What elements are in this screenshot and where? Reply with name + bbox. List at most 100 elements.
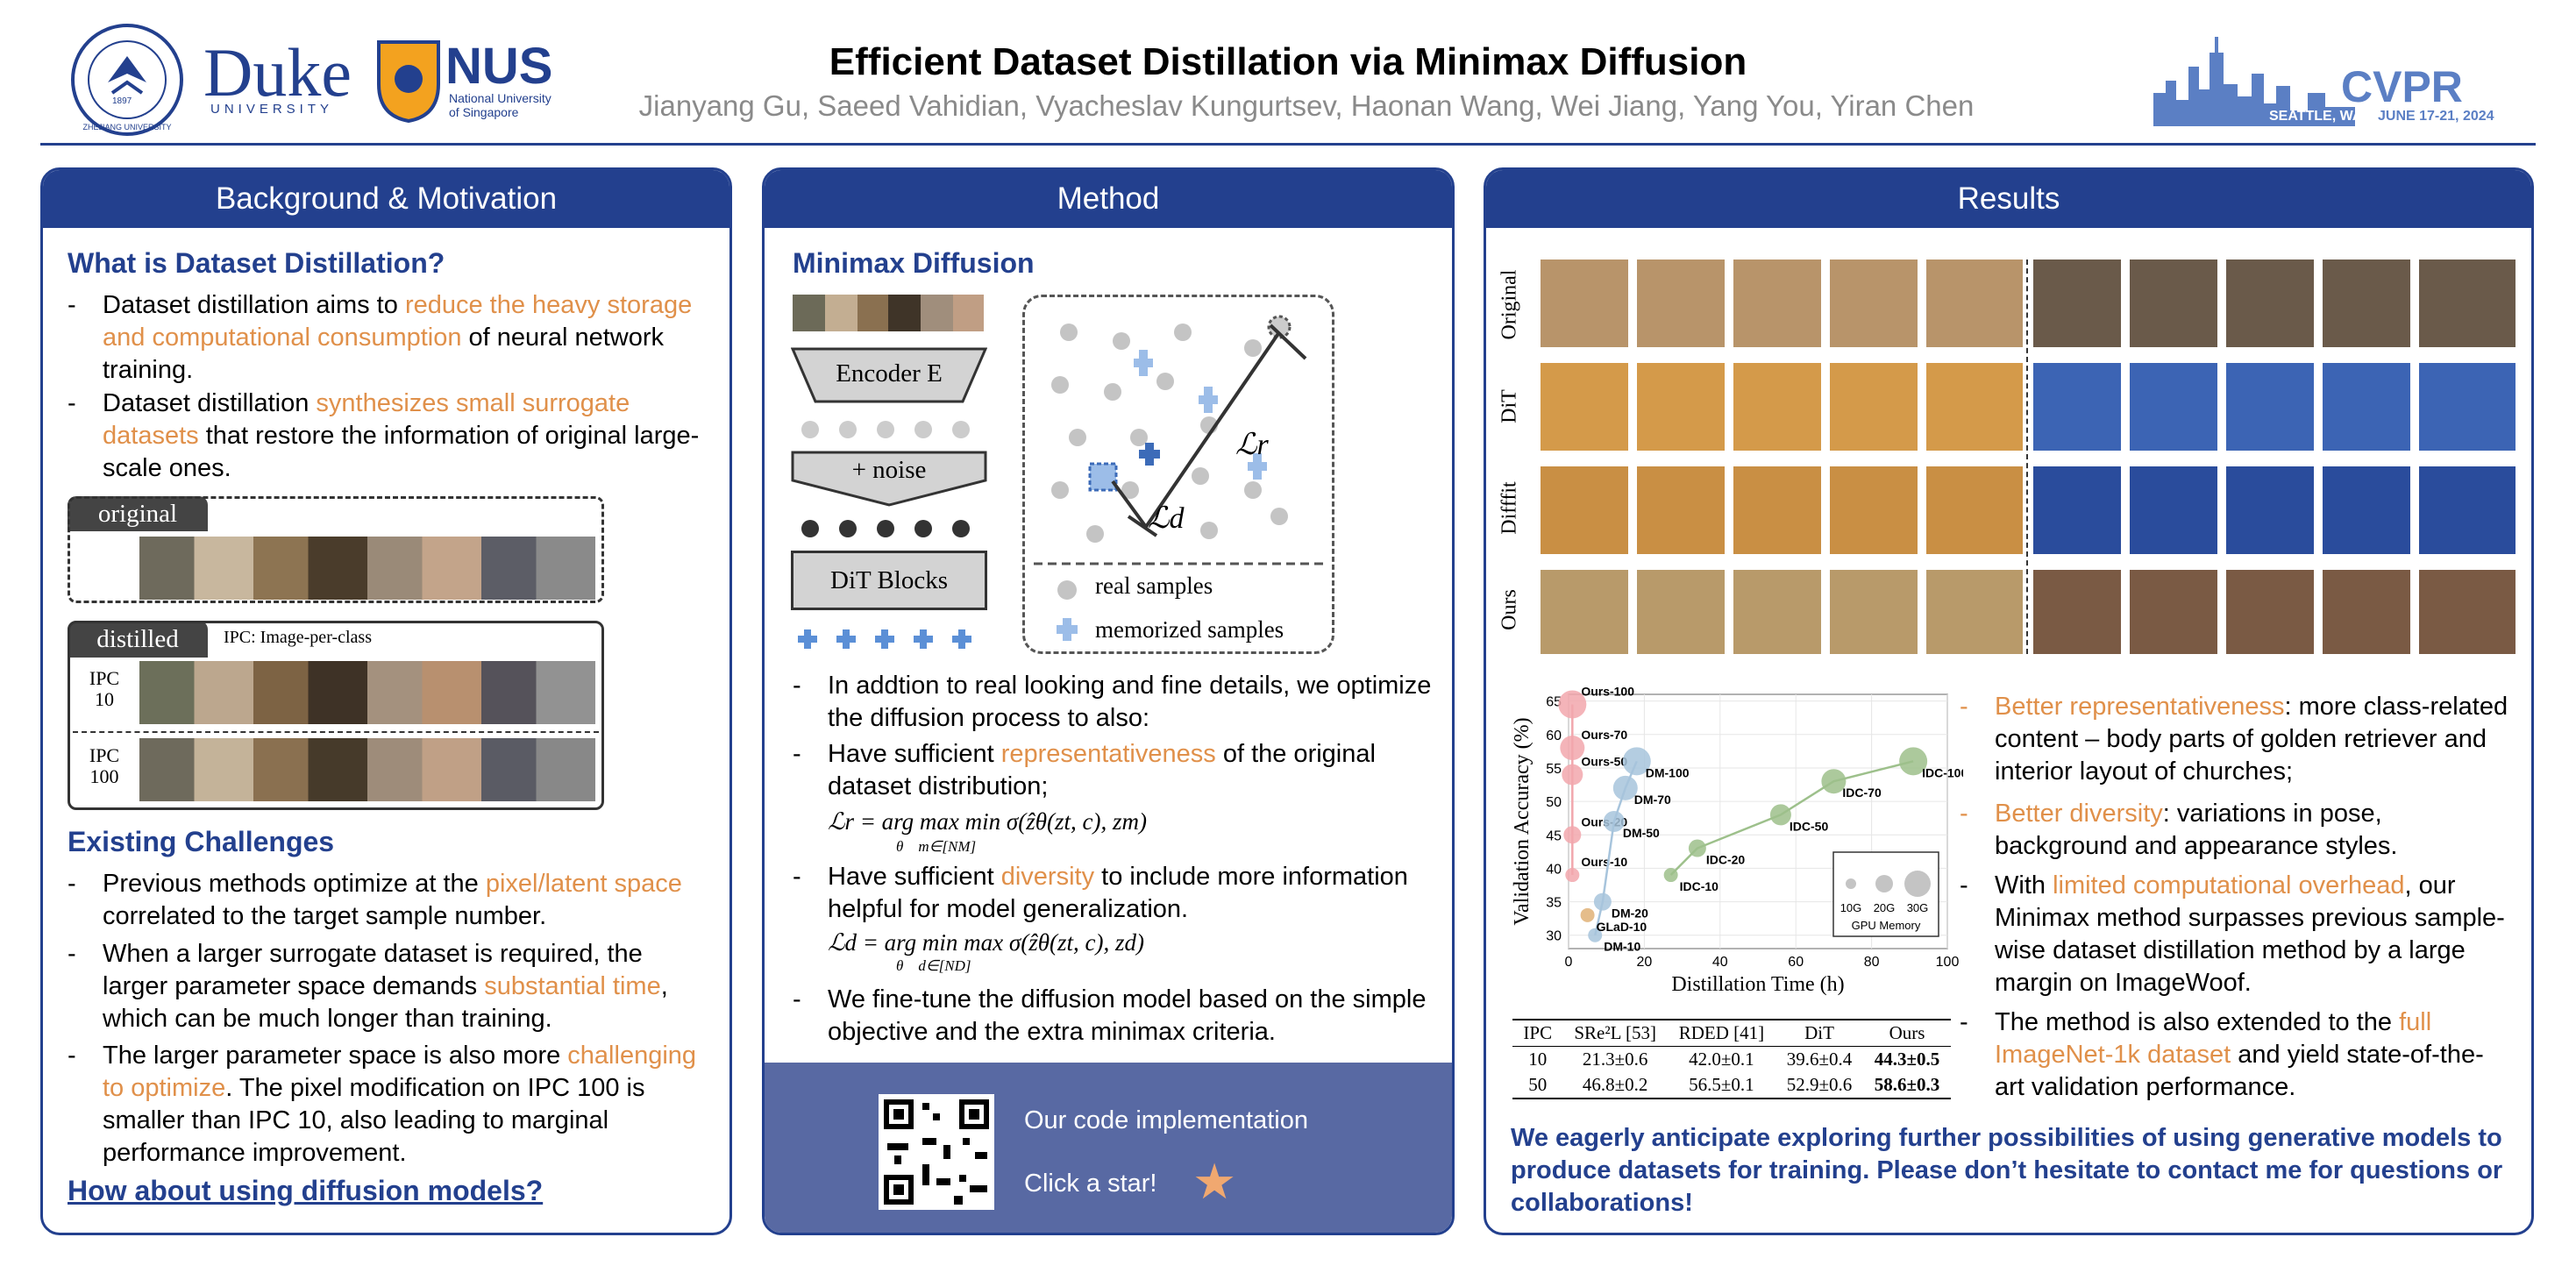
ld-label: ℒd: [1148, 502, 1185, 535]
text: of the original dataset distribution;: [828, 740, 1376, 800]
what-is-title: What is Dataset Distillation?: [68, 247, 445, 279]
th-rded: RDED [41]: [1678, 1022, 1765, 1043]
results-heading: Results: [1486, 170, 2531, 228]
data-label: DM-50: [1623, 826, 1660, 840]
text: The method is also extended to the: [1995, 1008, 2400, 1036]
cell: 44.3±0.5: [1874, 1049, 1940, 1070]
data-point: [1565, 868, 1580, 883]
data-label: Ours-10: [1581, 855, 1627, 869]
zju-logo: 1897 ZHEJIANG UNIVERSITY: [68, 21, 186, 139]
y-tick-label: 40: [1546, 862, 1562, 877]
eq-diversity: ℒd = arg min max σ(ẑθ(zt, c), zd): [828, 929, 1144, 956]
y-tick-label: 50: [1546, 795, 1562, 810]
highlight: challenging to optimize: [103, 1042, 697, 1102]
bullet: -: [793, 672, 801, 700]
bullet: -: [793, 863, 801, 891]
bullet: -: [1960, 693, 1968, 721]
method-panel: Method Minimax Diffusion Encoder E + noi…: [762, 167, 1455, 1235]
legend-title: GPU Memory: [1852, 919, 1921, 932]
cell: 10: [1528, 1049, 1548, 1070]
nus-crest: [377, 40, 440, 124]
cell: 56.5±0.1: [1689, 1074, 1754, 1095]
data-label: DM-20: [1612, 907, 1648, 921]
dit-label: DiT Blocks: [830, 566, 948, 594]
data-point: [1663, 868, 1678, 883]
cvpr-logo: CVPR: [2341, 62, 2463, 111]
noise-label: + noise: [851, 456, 927, 484]
text: to include more information helpful for …: [828, 863, 1408, 923]
data-point: [1622, 747, 1651, 776]
data-label: Ours-100: [1581, 684, 1634, 698]
closing-note: We eagerly anticipate exploring further …: [1511, 1124, 2503, 1217]
text: Dataset distillation aims to: [103, 291, 405, 319]
ipc-divider: [73, 731, 599, 733]
data-label: DM-10: [1604, 940, 1640, 954]
ipc-note: IPC: Image-per-class: [224, 628, 372, 647]
highlight: Better diversity: [1995, 800, 2163, 828]
challenge-2: When a larger surrogate dataset is requi…: [103, 938, 708, 1035]
data-label: IDC-20: [1706, 853, 1746, 867]
nus-sub2: of Singapore: [449, 105, 519, 119]
data-point: [1821, 769, 1847, 794]
cell: 58.6±0.3: [1874, 1074, 1940, 1095]
bullet: -: [793, 740, 801, 768]
x-tick-label: 100: [1936, 955, 1960, 970]
data-point: [1603, 811, 1625, 832]
noisy-dots: [800, 519, 975, 538]
y-tick-label: 30: [1546, 929, 1562, 944]
code-text[interactable]: Our code implementation: [1024, 1106, 1308, 1134]
row-label-original: Original: [1498, 269, 1521, 340]
method-p2: Have sufficient representativeness of th…: [828, 738, 1433, 803]
legend-real: real samples: [1095, 572, 1213, 599]
data-label: IDC-50: [1790, 819, 1829, 833]
data-point: [1562, 764, 1583, 786]
church-image-grid: [2033, 260, 2516, 654]
ipc10-images: [139, 661, 595, 724]
method-p3: Have sufficient diversity to include mor…: [828, 861, 1433, 926]
header-rule: [40, 143, 2536, 146]
method-p1: In addtion to real looking and fine deta…: [828, 672, 1432, 732]
data-label: Ours-70: [1581, 728, 1627, 742]
data-point: [1558, 690, 1587, 719]
qr-code[interactable]: [879, 1094, 994, 1210]
data-label: DM-70: [1634, 793, 1671, 807]
code-footer: [765, 1063, 1452, 1233]
ipc10-label: IPC 10: [78, 668, 131, 710]
highlight: substantial time: [484, 972, 661, 1000]
result-2: Better diversity: variations in pose, ba…: [1995, 798, 2512, 863]
highlight: diversity: [1000, 863, 1095, 891]
poster-title: Efficient Dataset Distillation via Minim…: [829, 40, 1747, 83]
data-point: [1612, 775, 1638, 800]
cvpr-date: JUNE 17-21, 2024: [2378, 109, 2494, 124]
data-label: IDC-70: [1842, 786, 1882, 800]
data-point: [1588, 928, 1603, 942]
highlight: synthesizes small surrogate datasets: [103, 389, 630, 450]
encoder-box: Encoder E: [790, 347, 988, 403]
x-tick-label: 80: [1864, 955, 1880, 970]
star-icon[interactable]: ★: [1192, 1154, 1237, 1209]
diffusion-question: How about using diffusion models?: [68, 1175, 544, 1206]
data-point: [1560, 736, 1585, 761]
data-label: IDC-10: [1680, 879, 1719, 893]
background-panel: Background & Motivation What is Dataset …: [40, 167, 732, 1235]
result-3: With limited computational overhead, our…: [1995, 870, 2512, 999]
data-label: GLaD-10: [1597, 920, 1647, 934]
x-axis-label: Distillation Time (h): [1671, 973, 1844, 996]
cell: 52.9±0.6: [1786, 1074, 1853, 1095]
y-axis-label: Validation Accuracy (%): [1511, 717, 1534, 925]
th-ipc: IPC: [1523, 1022, 1553, 1043]
dog-image-grid: [1541, 260, 2023, 654]
legend-label: 30G: [1907, 901, 1929, 914]
original-label: original: [68, 496, 208, 531]
method-subtitle: Minimax Diffusion: [793, 247, 1035, 279]
results-panel: Results Original DiT Difffit Ours 30 35 40…: [1484, 167, 2534, 1235]
text: : variations in pose, background and app…: [1995, 800, 2398, 860]
x-tick-label: 0: [1565, 955, 1573, 970]
data-label: Ours-50: [1581, 755, 1627, 769]
legend-marker: [1846, 878, 1856, 889]
data-point: [1899, 747, 1928, 776]
data-point: [1563, 826, 1582, 844]
challenge-1: Previous methods optimize at the pixel/l…: [103, 868, 708, 933]
star-text[interactable]: Click a star!: [1024, 1170, 1157, 1198]
highlight: pixel/latent space: [485, 870, 682, 898]
